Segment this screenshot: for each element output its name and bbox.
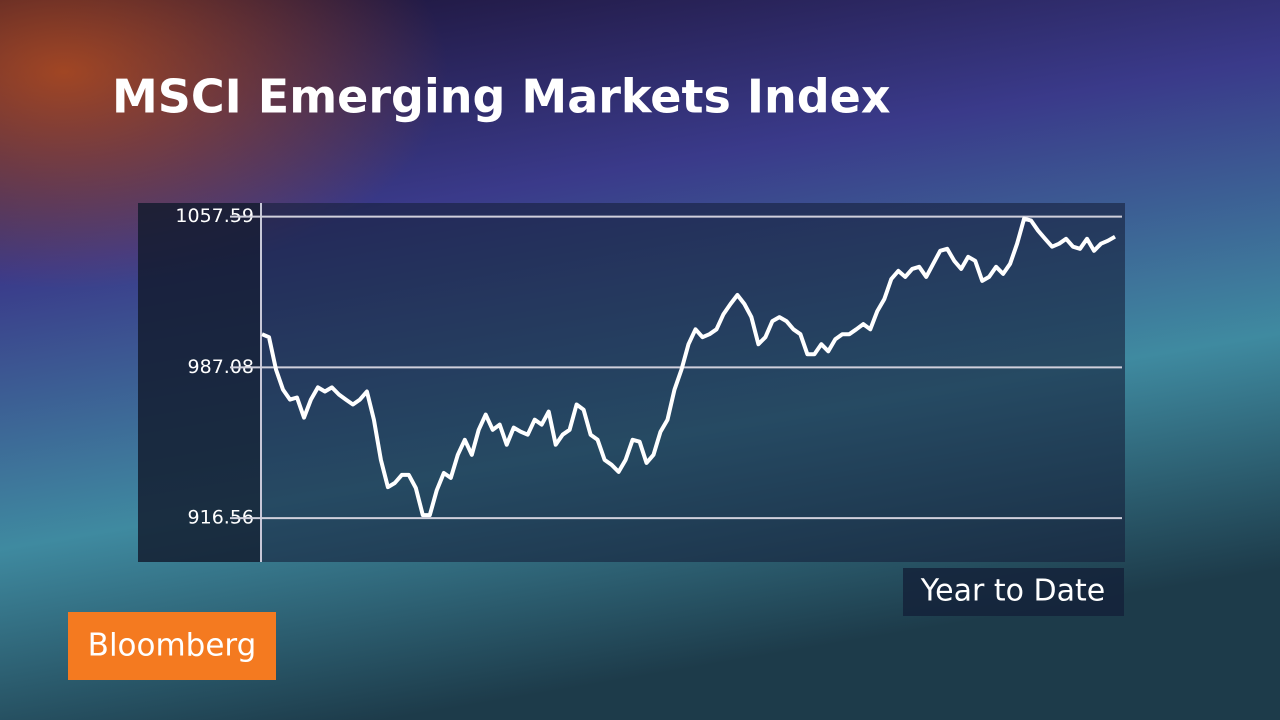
axis-panel (138, 203, 262, 562)
logo-box (68, 612, 276, 680)
data-line (261, 216, 1116, 518)
annotation-box (903, 568, 1124, 616)
annotation: Year to Date (920, 574, 1105, 609)
y-tick-label: 916.56 (188, 507, 254, 529)
logo: Bloomberg (88, 628, 257, 664)
plot-panel (138, 203, 1125, 562)
chart-title: MSCI Emerging Markets Index (112, 70, 891, 124)
y-tick-label: 1057.59 (175, 205, 254, 227)
y-tick-label: 987.08 (188, 356, 254, 378)
